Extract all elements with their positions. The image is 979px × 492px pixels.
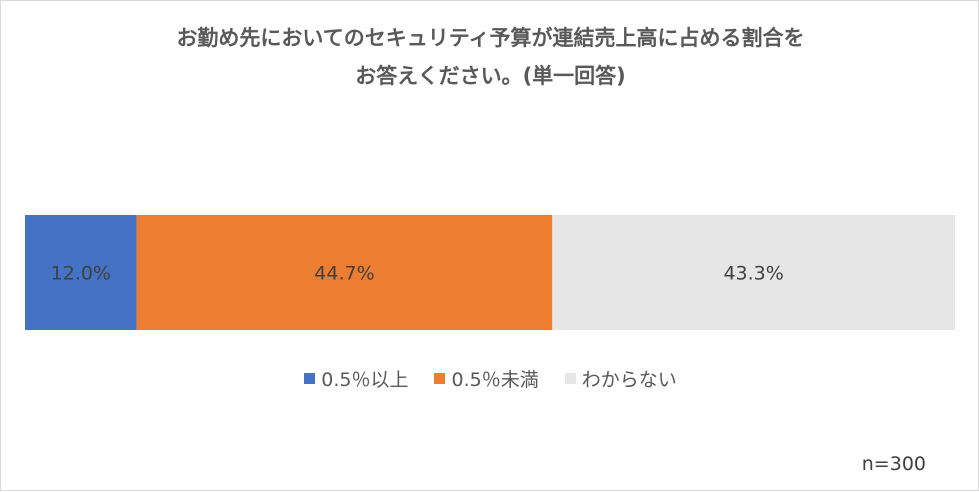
bar-data-label-0: 12.0% [51,263,111,285]
chart-title: お勤め先においてのセキュリティ予算が連結売上高に占める割合を お答えください。(… [1,19,979,95]
bar-segment-2 [552,215,955,330]
legend-item-unknown: わからない [564,365,677,392]
sample-size-note: n=300 [861,453,926,475]
legend-swatch-blue [304,373,316,384]
legend-label: 0.5％以上 [321,369,409,391]
legend-swatch-gray [564,373,576,384]
legend-label: 0.5％未満 [451,369,539,391]
bar-data-label-1: 44.7% [314,263,374,285]
legend-item-0-5-or-more: 0.5％以上 [304,365,408,392]
legend-swatch-orange [434,373,446,384]
chart-title-line-1: お勤め先においてのセキュリティ予算が連結売上高に占める割合を [176,26,805,50]
bar-segment-1 [136,215,553,330]
chart-legend: 0.5％以上 0.5％未満 わからない [1,365,979,392]
legend-item-under-0-5: 0.5％未満 [434,365,539,392]
bar-data-label-2: 43.3% [723,263,783,285]
legend-label: わからない [581,369,677,391]
chart-title-line-2: お答えください。(単一回答) [355,64,626,88]
bar-segment-0 [25,215,137,330]
